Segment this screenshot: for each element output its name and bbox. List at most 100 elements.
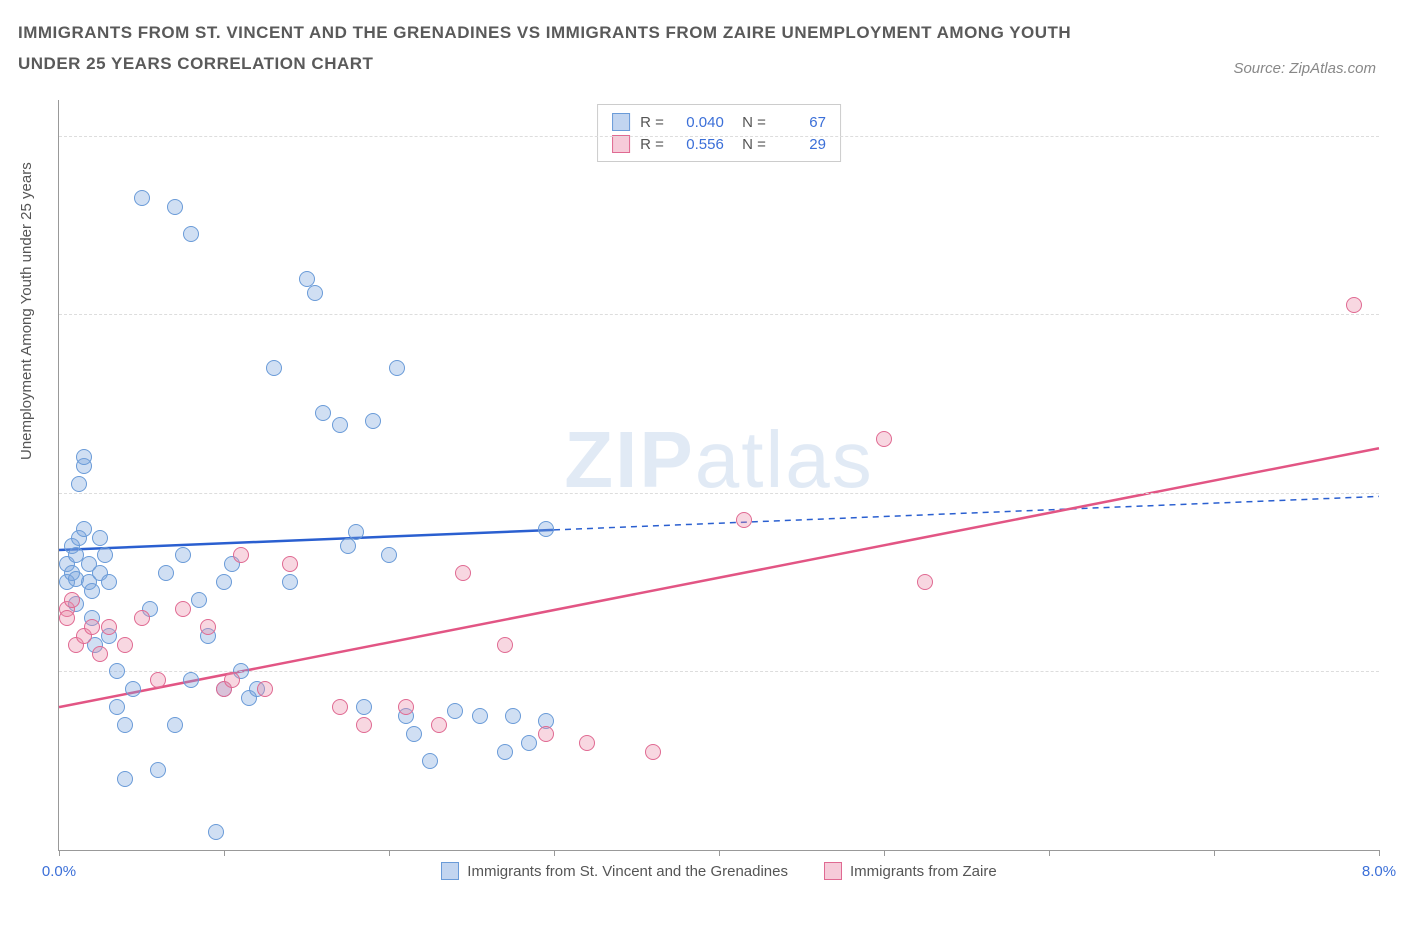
scatter-point bbox=[736, 512, 752, 528]
scatter-point bbox=[266, 360, 282, 376]
scatter-point bbox=[381, 547, 397, 563]
scatter-point bbox=[183, 226, 199, 242]
scatter-point bbox=[101, 574, 117, 590]
scatter-point bbox=[200, 619, 216, 635]
scatter-point bbox=[134, 610, 150, 626]
legend-stats-row: R =0.040 N =67 bbox=[612, 111, 826, 133]
scatter-point bbox=[125, 681, 141, 697]
gridline bbox=[59, 671, 1379, 672]
scatter-point bbox=[167, 717, 183, 733]
y-tick-label: 10.0% bbox=[1389, 663, 1406, 680]
scatter-plot-area: ZIPatlas R =0.040 N =67R =0.556 N =29 Im… bbox=[58, 100, 1379, 851]
scatter-point bbox=[150, 672, 166, 688]
y-tick-label: 20.0% bbox=[1389, 484, 1406, 501]
trend-lines bbox=[59, 100, 1379, 850]
scatter-point bbox=[348, 524, 364, 540]
scatter-point bbox=[191, 592, 207, 608]
y-tick-label: 40.0% bbox=[1389, 127, 1406, 144]
legend-item: Immigrants from St. Vincent and the Gren… bbox=[441, 862, 788, 880]
series-legend: Immigrants from St. Vincent and the Gren… bbox=[59, 862, 1379, 880]
stats-legend: R =0.040 N =67R =0.556 N =29 bbox=[597, 104, 841, 162]
scatter-point bbox=[365, 413, 381, 429]
legend-swatch-icon bbox=[612, 113, 630, 131]
x-tick bbox=[1379, 850, 1380, 856]
scatter-point bbox=[332, 699, 348, 715]
scatter-point bbox=[398, 699, 414, 715]
scatter-point bbox=[422, 753, 438, 769]
scatter-point bbox=[1346, 297, 1362, 313]
x-tick bbox=[884, 850, 885, 856]
scatter-point bbox=[307, 285, 323, 301]
scatter-point bbox=[59, 610, 75, 626]
scatter-point bbox=[917, 574, 933, 590]
scatter-point bbox=[84, 583, 100, 599]
scatter-point bbox=[406, 726, 422, 742]
scatter-point bbox=[332, 417, 348, 433]
scatter-point bbox=[505, 708, 521, 724]
x-tick-label: 0.0% bbox=[42, 863, 76, 880]
legend-swatch-icon bbox=[824, 862, 842, 880]
legend-label: Immigrants from Zaire bbox=[850, 863, 997, 880]
legend-swatch-icon bbox=[612, 135, 630, 153]
scatter-point bbox=[134, 190, 150, 206]
x-tick bbox=[59, 850, 60, 856]
scatter-point bbox=[340, 538, 356, 554]
x-tick-label: 8.0% bbox=[1362, 863, 1396, 880]
chart-title: IMMIGRANTS FROM ST. VINCENT AND THE GREN… bbox=[18, 18, 1098, 79]
scatter-point bbox=[282, 556, 298, 572]
source-attribution: Source: ZipAtlas.com bbox=[1233, 60, 1376, 77]
gridline bbox=[59, 314, 1379, 315]
scatter-point bbox=[71, 476, 87, 492]
scatter-point bbox=[101, 619, 117, 635]
scatter-point bbox=[579, 735, 595, 751]
y-axis-label: Unemployment Among Youth under 25 years bbox=[18, 162, 35, 460]
x-tick bbox=[224, 850, 225, 856]
scatter-point bbox=[158, 565, 174, 581]
scatter-point bbox=[497, 744, 513, 760]
scatter-point bbox=[233, 547, 249, 563]
scatter-point bbox=[84, 619, 100, 635]
legend-item: Immigrants from Zaire bbox=[824, 862, 997, 880]
scatter-point bbox=[282, 574, 298, 590]
scatter-point bbox=[76, 521, 92, 537]
x-tick bbox=[1049, 850, 1050, 856]
scatter-point bbox=[224, 672, 240, 688]
gridline bbox=[59, 493, 1379, 494]
x-tick bbox=[1214, 850, 1215, 856]
scatter-point bbox=[117, 717, 133, 733]
scatter-point bbox=[389, 360, 405, 376]
x-tick bbox=[719, 850, 720, 856]
scatter-point bbox=[97, 547, 113, 563]
legend-label: Immigrants from St. Vincent and the Gren… bbox=[467, 863, 788, 880]
scatter-point bbox=[175, 601, 191, 617]
scatter-point bbox=[167, 199, 183, 215]
legend-swatch-icon bbox=[441, 862, 459, 880]
scatter-point bbox=[92, 530, 108, 546]
scatter-point bbox=[92, 646, 108, 662]
scatter-point bbox=[521, 735, 537, 751]
scatter-point bbox=[257, 681, 273, 697]
scatter-point bbox=[64, 592, 80, 608]
gridline bbox=[59, 136, 1379, 137]
scatter-point bbox=[117, 637, 133, 653]
scatter-point bbox=[538, 726, 554, 742]
scatter-point bbox=[109, 699, 125, 715]
scatter-point bbox=[216, 574, 232, 590]
scatter-point bbox=[208, 824, 224, 840]
scatter-point bbox=[538, 521, 554, 537]
scatter-point bbox=[472, 708, 488, 724]
scatter-point bbox=[356, 699, 372, 715]
x-tick bbox=[389, 850, 390, 856]
scatter-point bbox=[76, 449, 92, 465]
scatter-point bbox=[356, 717, 372, 733]
y-tick-label: 30.0% bbox=[1389, 306, 1406, 323]
scatter-point bbox=[175, 547, 191, 563]
scatter-point bbox=[455, 565, 471, 581]
scatter-point bbox=[183, 672, 199, 688]
scatter-point bbox=[150, 762, 166, 778]
scatter-point bbox=[447, 703, 463, 719]
x-tick bbox=[554, 850, 555, 856]
scatter-point bbox=[497, 637, 513, 653]
scatter-point bbox=[431, 717, 447, 733]
scatter-point bbox=[109, 663, 125, 679]
